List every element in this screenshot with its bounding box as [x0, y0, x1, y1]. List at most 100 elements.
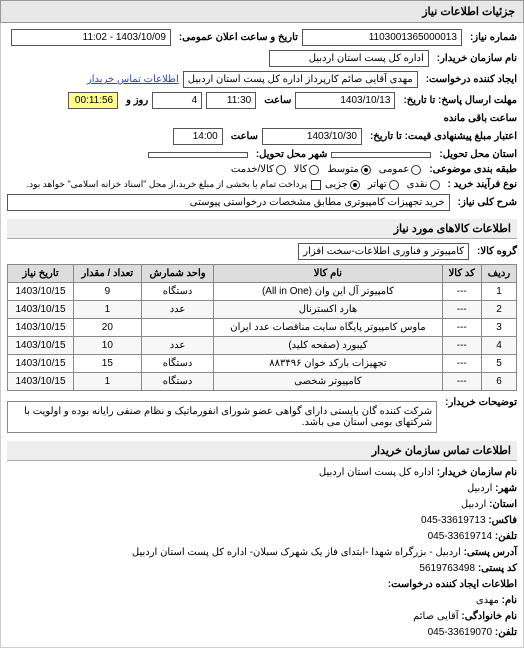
table-cell: کامپیوتر شخصی: [214, 373, 442, 391]
table-cell: 1403/10/15: [8, 373, 74, 391]
summary-field: خرید تجهیزات کامپیوتری مطابق مشخصات درخو…: [7, 194, 450, 211]
contact-family-label: نام خانوادگی:: [461, 611, 517, 622]
radio-dot-icon: [411, 165, 421, 175]
table-cell: 1403/10/15: [8, 301, 74, 319]
requester-label: ایجاد کننده درخواست:: [426, 74, 517, 85]
payment-radio-group: نقدی تهاتر جزیی: [325, 179, 440, 190]
payment-radio-option[interactable]: جزیی: [325, 179, 360, 190]
radio-label: متوسط: [327, 164, 358, 175]
table-cell: 1: [73, 301, 141, 319]
days-label: روز و: [126, 95, 148, 106]
contact-city: اردبیل: [467, 483, 492, 494]
table-cell: ---: [442, 373, 481, 391]
contact-province: اردبیل: [461, 499, 486, 510]
table-row: 6---کامپیوتر شخصیدستگاه11403/10/15: [8, 373, 517, 391]
table-cell: کامپیوتر آل این وان (All in One): [214, 283, 442, 301]
contact-address-label: آدرس پستی:: [464, 547, 517, 558]
table-header-cell: کد کالا: [442, 265, 481, 283]
table-cell: 10: [73, 337, 141, 355]
payment-note: پرداخت تمام یا بخشی از مبلغ خرید،از محل …: [27, 179, 307, 190]
radio-label: جزیی: [325, 179, 348, 190]
table-cell: دستگاه: [141, 355, 214, 373]
table-cell: 6: [481, 373, 516, 391]
panel-header-need-info: جزئیات اطلاعات نیاز: [0, 0, 524, 23]
contact-org-label: نام سازمان خریدار:: [437, 467, 517, 478]
table-header-cell: نام کالا: [214, 265, 442, 283]
contact-name-label: نام:: [502, 595, 517, 606]
contact-family: آقایی صائم: [413, 611, 458, 622]
announce-label: تاریخ و ساعت اعلان عمومی:: [179, 32, 298, 43]
days-remaining-field: 4: [152, 92, 202, 109]
radio-label: عمومی: [379, 164, 410, 175]
contact-postal: 5619763498: [419, 563, 475, 574]
table-cell: 15: [73, 355, 141, 373]
payment-checkbox[interactable]: [311, 180, 321, 190]
contact-info-list: نام سازمان خریدار: اداره کل پست استان ار…: [7, 465, 517, 641]
radio-dot-icon: [276, 165, 286, 175]
table-row: 1---کامپیوتر آل این وان (All in One)دستگ…: [8, 283, 517, 301]
requester-field: مهدی آقایی صائم کارپرداز اداره کل پست اس…: [183, 71, 418, 88]
table-cell: 1: [481, 283, 516, 301]
reply-time-field: 11:30: [206, 92, 256, 109]
goods-group-field: کامپیوتر و فناوری اطلاعات-سخت افزار: [298, 243, 469, 260]
radio-dot-icon: [361, 165, 371, 175]
payment-radio-option[interactable]: تهاتر: [368, 179, 399, 190]
budget-radio-option[interactable]: متوسط: [327, 164, 370, 175]
table-cell: هارد اکسترنال: [214, 301, 442, 319]
budget-row-label: طبقه بندی موضوعی:: [429, 164, 517, 175]
reply-deadline-label: مهلت ارسال پاسخ: تا تاریخ:: [403, 95, 517, 106]
table-cell: ---: [442, 337, 481, 355]
delivery-place-field: [148, 152, 248, 158]
table-cell: [141, 319, 214, 337]
summary-label: شرح کلی نیاز:: [458, 197, 517, 208]
contact-province-label: استان:: [489, 499, 517, 510]
contact-phone: 33619714-045: [428, 531, 493, 542]
contact-section-title: اطلاعات تماس سازمان خریدار: [7, 441, 517, 461]
table-cell: 1403/10/15: [8, 283, 74, 301]
contact-tel-label: تلفن:: [495, 627, 517, 638]
time-remaining-label: ساعت باقی مانده: [444, 113, 517, 124]
budget-radio-option[interactable]: عمومی: [379, 164, 422, 175]
table-row: 3---ماوس کامپیوتر پایگاه سایت مناقصات عد…: [8, 319, 517, 337]
table-header-cell: ردیف: [481, 265, 516, 283]
contact-fax: 33619713-045: [421, 515, 486, 526]
radio-dot-icon: [389, 180, 399, 190]
table-cell: کیبورد (صفحه کلید): [214, 337, 442, 355]
contact-link[interactable]: اطلاعات تماس خریدار: [87, 74, 179, 85]
goods-note-box: شرکت کننده گان بایستی دارای گواهی عضو شو…: [7, 401, 437, 433]
contact-org: اداره کل پست استان اردبیل: [319, 467, 434, 478]
contact-creator-section: اطلاعات ایجاد کننده درخواست:: [388, 579, 517, 590]
table-cell: 1403/10/15: [8, 355, 74, 373]
table-cell: 1403/10/15: [8, 319, 74, 337]
quote-time-label: ساعت: [231, 131, 258, 142]
table-cell: ماوس کامپیوتر پایگاه سایت مناقصات عدد ای…: [214, 319, 442, 337]
contact-postal-label: کد پستی:: [478, 563, 517, 574]
table-row: 2---هارد اکسترنالعدد11403/10/15: [8, 301, 517, 319]
reply-time-label: ساعت: [264, 95, 291, 106]
contact-phone-label: تلفن:: [495, 531, 517, 542]
table-row: 4---کیبورد (صفحه کلید)عدد101403/10/15: [8, 337, 517, 355]
table-cell: دستگاه: [141, 373, 214, 391]
table-cell: ---: [442, 355, 481, 373]
table-cell: ---: [442, 319, 481, 337]
table-header-cell: واحد شمارش: [141, 265, 214, 283]
table-cell: 9: [73, 283, 141, 301]
table-row: 5---تجهیزات بارکد خوان ۸۸۳۴۹۶دستگاه15140…: [8, 355, 517, 373]
reply-date-field: 1403/10/13: [295, 92, 395, 109]
budget-radio-option[interactable]: کالا/خدمت: [231, 164, 286, 175]
budget-radio-option[interactable]: کالا: [294, 164, 320, 175]
radio-label: تهاتر: [368, 179, 387, 190]
quote-date-field: 1403/10/30: [262, 128, 362, 145]
contact-tel: 33619070-045: [428, 627, 493, 638]
table-cell: 1: [73, 373, 141, 391]
payment-radio-option[interactable]: نقدی: [407, 179, 440, 190]
buyer-org-label: نام سازمان خریدار:: [437, 53, 517, 64]
number-field: 1103001365000013: [302, 29, 462, 46]
buyer-org-field: اداره کل پست استان اردبیل: [269, 50, 429, 67]
table-cell: ---: [442, 301, 481, 319]
payment-label: نوع فرآیند خرید :: [448, 179, 517, 190]
goods-note-label: توضیحات خریدار:: [445, 397, 517, 408]
table-header-cell: تاریخ نیاز: [8, 265, 74, 283]
delivery-place-label: شهر محل تحویل:: [256, 149, 328, 160]
quote-time-field: 14:00: [173, 128, 223, 145]
